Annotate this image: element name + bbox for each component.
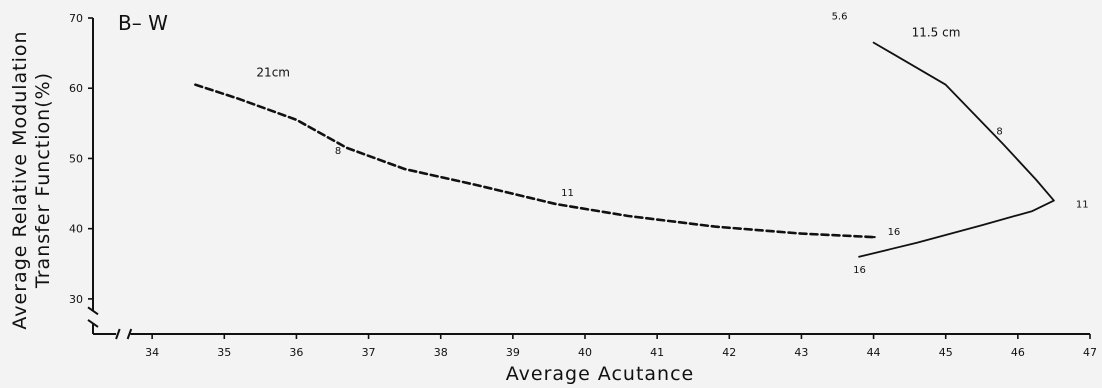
- y-tick-label: 60: [69, 82, 83, 95]
- x-tick-label: 42: [722, 346, 736, 359]
- series-layer: 21cm 8 11 16 11.5 cm 5.6 8 11 16: [194, 12, 1089, 276]
- x-tick-label: 46: [1011, 346, 1025, 359]
- data-label: 11: [561, 188, 574, 199]
- x-tick-label: 36: [289, 346, 303, 359]
- y-tick-label: 40: [69, 223, 83, 236]
- data-label: 5.6: [832, 12, 848, 23]
- y-axis-break: [87, 306, 99, 328]
- series-name-label: 11.5 cm: [912, 26, 961, 40]
- y-tick-label: 70: [69, 12, 83, 25]
- y-axis-title-line-2: Transfer Function(%): [32, 72, 54, 289]
- y-axis-title-line-1: Average Relative Modulation: [9, 30, 31, 329]
- series-21cm: 21cm 8 11 16: [194, 66, 901, 239]
- x-tick-label: 44: [867, 346, 881, 359]
- data-label: 11: [1076, 200, 1089, 211]
- series-name-label: 21cm: [256, 66, 290, 80]
- x-axis-break: [115, 328, 133, 340]
- series-line: [858, 41, 1055, 258]
- x-tick-label: 38: [434, 346, 448, 359]
- x-tick-label: 37: [362, 346, 376, 359]
- y-tick-label: 30: [69, 293, 83, 306]
- y-axis-title: Average Relative Modulation Transfer Fun…: [9, 30, 54, 329]
- x-axis-title: Average Acutance: [506, 363, 694, 385]
- x-tick-label: 34: [145, 346, 159, 359]
- data-label: 8: [335, 146, 341, 157]
- data-label: 16: [888, 227, 901, 238]
- data-label: 8: [996, 126, 1002, 137]
- series-11.5-cm: 11.5 cm 5.6 8 11 16: [832, 12, 1089, 276]
- x-tick-label: 39: [506, 346, 520, 359]
- x-tick-label: 47: [1083, 346, 1097, 359]
- x-tick-label: 35: [217, 346, 231, 359]
- x-tick-label: 40: [578, 346, 592, 359]
- series-line: [194, 83, 875, 239]
- chart-title: B– W: [118, 11, 168, 35]
- x-tick-label: 43: [794, 346, 808, 359]
- axes: 34 35 36 37 38 39 40 41 42 43 44 45 46 47 30 40 50 60 70: [69, 12, 1097, 359]
- x-tick-label: 45: [939, 346, 953, 359]
- x-tick-label: 41: [650, 346, 664, 359]
- y-tick-label: 50: [69, 152, 83, 165]
- data-label: 16: [853, 265, 866, 276]
